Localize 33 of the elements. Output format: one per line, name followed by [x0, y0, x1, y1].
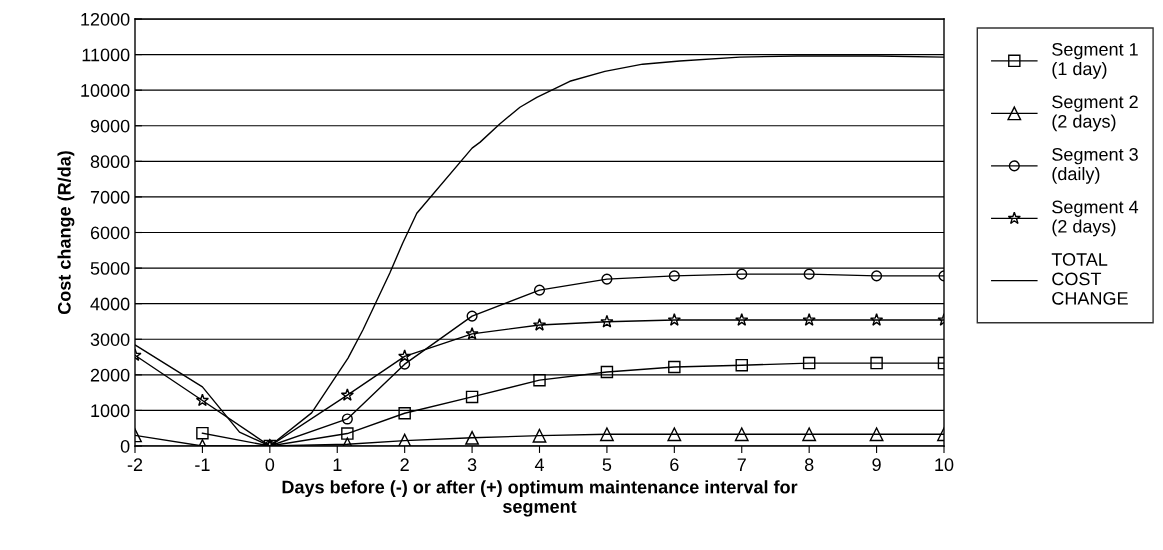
y-tick-label: 0	[120, 439, 130, 453]
y-tick-label: 12000	[81, 12, 130, 26]
x-tick-label: -2	[127, 458, 143, 471]
legend-label: Segment 2 (2 days)	[1052, 95, 1138, 132]
legend-label: TOTAL COST CHANGE	[1051, 253, 1128, 305]
y-tick-label: 1000	[91, 404, 130, 418]
x-tick-label: 7	[737, 458, 746, 471]
y-tick-label: 3000	[90, 333, 130, 346]
x-tick-label: 9	[872, 458, 881, 472]
x-axis-title: Days before (-) or after (+) optimum maintenance interval for segment	[282, 480, 798, 517]
y-tick-label: 2000	[90, 368, 130, 382]
y-tick-label: 10000	[81, 84, 130, 97]
y-tick-label: 11000	[82, 48, 130, 62]
x-tick-label: 1	[333, 458, 342, 471]
legend-label: Segment 4 (2 days)	[1052, 200, 1139, 237]
y-tick-label: 5000	[90, 262, 130, 275]
y-tick-label: 9000	[90, 119, 130, 133]
legend-label: Segment 1 (1 day)	[1052, 42, 1138, 79]
y-tick-label: 4000	[90, 297, 130, 311]
y-tick-label: 7000	[90, 190, 130, 204]
x-tick-label: 5	[602, 458, 612, 472]
x-tick-label: 2	[400, 458, 409, 471]
x-tick-label: 6	[670, 458, 679, 472]
x-tick-label: 8	[804, 458, 814, 472]
x-tick-label: 3	[467, 458, 477, 472]
x-tick-label: 10	[935, 458, 954, 472]
y-tick-label: 8000	[90, 155, 130, 169]
x-tick-label: 0	[265, 458, 275, 472]
y-axis-title: Cost change (R/da)	[57, 151, 75, 315]
legend-label: Segment 3 (daily)	[1052, 148, 1138, 184]
x-tick-label: 4	[534, 458, 544, 471]
x-tick-label: -1	[195, 458, 210, 471]
y-tick-label: 6000	[90, 226, 130, 240]
